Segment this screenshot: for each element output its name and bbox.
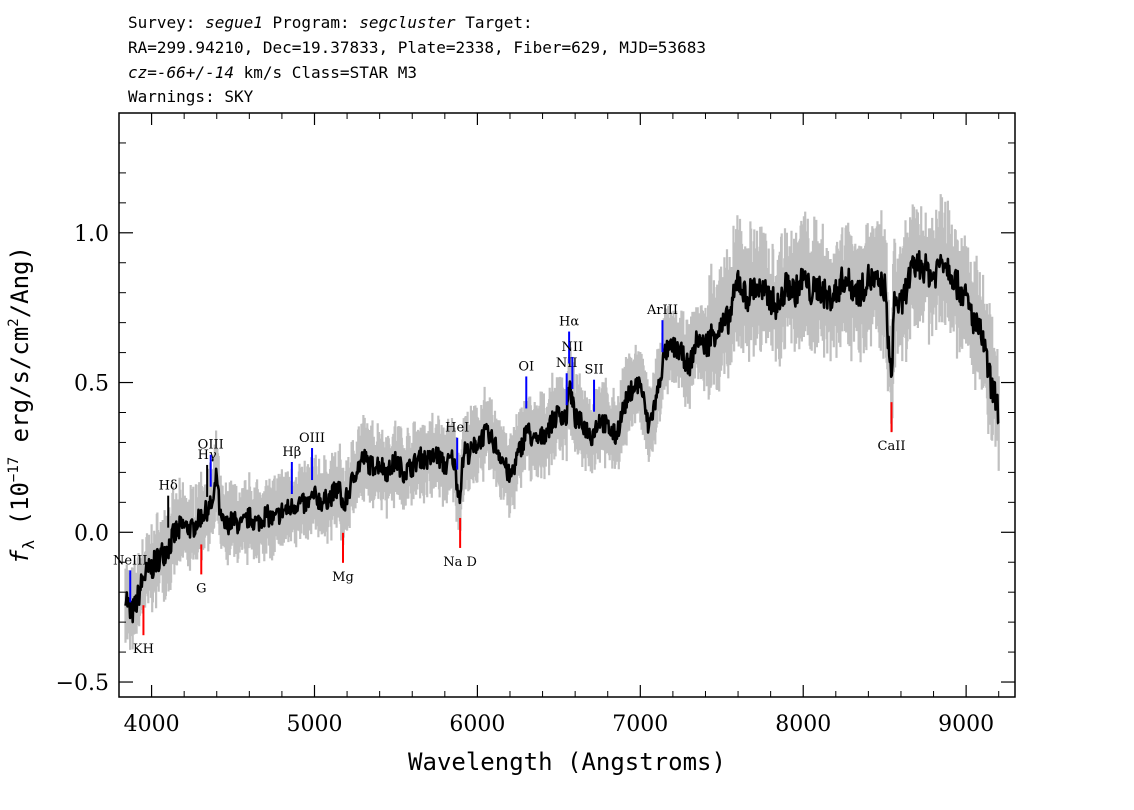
line-marker-11: SII (584, 363, 604, 412)
marker-label: G (196, 581, 206, 596)
line-marker-2: Hγ (198, 448, 217, 497)
line-marker-13: KH (133, 605, 154, 657)
x-tick-label: 5000 (286, 712, 342, 737)
cz-rest: km/s Class=STAR M3 (233, 63, 417, 82)
tick-layer: 4000 5000 6000 7000 8000 9000 −0.5 0.0 0.5 1.0 (56, 113, 1015, 737)
line-marker-4: Hβ (282, 445, 301, 495)
line-marker-17: CaII (878, 402, 906, 454)
marker-label: KH (133, 642, 154, 657)
marker-label: OIII (198, 438, 224, 453)
program-value: segcluster (359, 13, 456, 32)
y-axis-exponent-2: 2 (6, 318, 22, 326)
y-axis-units-3: /Ang) (6, 246, 34, 318)
y-axis-symbol-sub: λ (19, 540, 38, 550)
line-marker-1: Hδ (159, 479, 178, 528)
x-tick-label: 8000 (775, 712, 831, 737)
line-marker-9: Hα (559, 315, 579, 364)
y-tick-label: 0.0 (74, 521, 109, 546)
line-marker-14: G (196, 544, 206, 596)
cz-label: cz= (128, 63, 157, 82)
marker-label: NII (556, 356, 578, 371)
x-tick-label: 7000 (612, 712, 668, 737)
marker-label: NII (562, 340, 584, 355)
marker-label: Hδ (159, 479, 178, 494)
marker-label: CaII (878, 439, 906, 454)
y-tick-label: −0.5 (56, 671, 109, 696)
header-line-1: Survey: segue1 Program: segcluster Targe… (128, 12, 533, 34)
x-tick-label: 6000 (449, 712, 505, 737)
y-axis-title: fλ (10−17 erg/s/cm2/Ang) (6, 246, 38, 564)
y-axis-exponent: −17 (6, 457, 22, 482)
y-axis-units: (10 (6, 482, 34, 540)
marker-label: SII (584, 363, 603, 378)
survey-value: segue1 (205, 13, 263, 32)
x-tick-label: 9000 (938, 712, 994, 737)
y-axis-units-2: erg/s/cm (6, 327, 34, 457)
y-tick-label: 1.0 (74, 222, 109, 247)
header-line-3: cz=-66+/-14 km/s Class=STAR M3 (128, 62, 417, 84)
header-line-4: Warnings: SKY (128, 87, 254, 106)
x-axis-title: Wavelength (Angstroms) (408, 748, 726, 776)
y-tick-label: 0.5 (74, 372, 109, 397)
marker-label: Hα (559, 315, 579, 330)
marker-label: Hβ (282, 445, 301, 460)
marker-label: NeIII (113, 553, 147, 568)
marker-label: HeI (445, 421, 469, 436)
plot-frame (118, 112, 1016, 698)
series-layer (124, 250, 1000, 624)
line-marker-5: OIII (299, 431, 325, 481)
marker-label: Hγ (198, 448, 217, 463)
line-marker-7: OI (518, 359, 534, 409)
line-marker-16: Na D (443, 517, 477, 570)
line-marker-3: OIII (198, 438, 224, 487)
marker-label: Na D (443, 555, 477, 570)
line-marker-12: ArIII (646, 303, 678, 353)
marker-label: OI (518, 359, 534, 374)
y-axis-symbol: f (6, 549, 34, 564)
line-marker-10: NII (562, 340, 584, 389)
spectrum-line (124, 250, 1000, 624)
marker-label: Mg (332, 570, 354, 585)
line-marker-0: NeIII (113, 553, 147, 603)
x-tick-label: 4000 (124, 712, 180, 737)
survey-label: Survey: (128, 13, 196, 32)
marker-label: OIII (299, 431, 325, 446)
cz-value: -66+/-14 (156, 63, 234, 82)
line-marker-15: Mg (332, 532, 354, 585)
header-line-2: RA=299.94210, Dec=19.37833, Plate=2338, … (128, 38, 706, 57)
target-label: Target: (465, 13, 533, 32)
line-marker-6: HeI (445, 421, 469, 470)
program-label: Program: (272, 13, 350, 32)
marker-label: ArIII (646, 303, 678, 318)
